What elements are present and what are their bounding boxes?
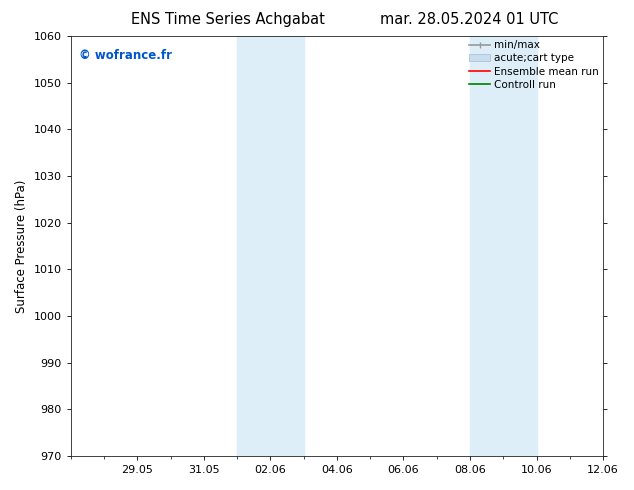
Text: mar. 28.05.2024 01 UTC: mar. 28.05.2024 01 UTC (380, 12, 559, 27)
Legend: min/max, acute;cart type, Ensemble mean run, Controll run: min/max, acute;cart type, Ensemble mean … (467, 38, 601, 92)
Text: © wofrance.fr: © wofrance.fr (79, 49, 172, 62)
Text: ENS Time Series Achgabat: ENS Time Series Achgabat (131, 12, 325, 27)
Bar (470, 36, 503, 456)
Bar (237, 36, 270, 456)
Y-axis label: Surface Pressure (hPa): Surface Pressure (hPa) (15, 179, 28, 313)
Bar (270, 36, 304, 456)
Bar (503, 36, 536, 456)
